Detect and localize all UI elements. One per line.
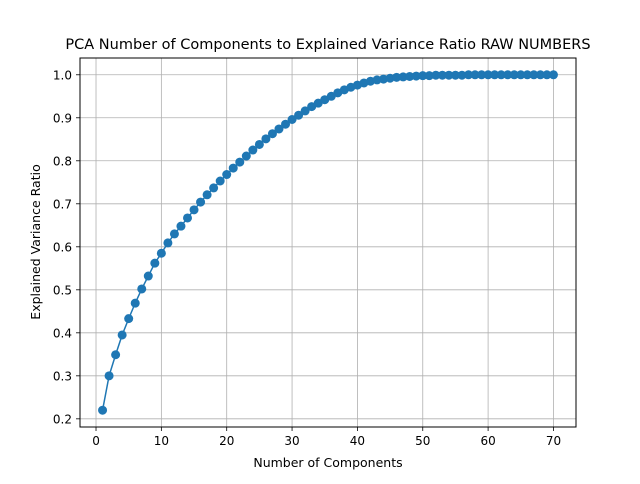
data-point [522,70,532,80]
data-point [535,70,545,80]
data-point [548,70,558,80]
data-point [267,129,277,139]
data-point [104,371,114,381]
data-point [202,190,212,200]
x-axis-label: Number of Components [253,455,402,470]
data-point [137,284,147,294]
y-tick-label: 0.4 [53,326,72,340]
axis-ticks: 0 10 20 30 40 50 60 70 0.2 0.3 0.4 0.5 0.6 0.7 0.8 0.9 1… [53,68,561,448]
data-point [437,70,447,80]
data-point [418,71,428,81]
data-point [372,75,382,85]
y-tick-label: 0.8 [53,154,72,168]
data-point [444,70,454,80]
data-point [424,71,434,81]
y-tick-label: 0.5 [53,283,72,297]
data-point [117,330,127,340]
y-tick-label: 0.3 [53,369,72,383]
data-point [274,124,284,134]
grid-lines [80,58,576,427]
x-tick-label: 70 [546,434,561,448]
data-point [405,71,415,81]
y-tick-label: 0.6 [53,240,72,254]
data-point [111,350,121,360]
data-point [215,176,225,186]
plot-series [98,70,558,415]
data-point [228,163,238,173]
data-point [176,221,186,231]
data-point [189,205,199,215]
data-point [248,145,258,155]
y-tick-label: 0.2 [53,412,72,426]
y-tick-label: 1.0 [53,68,72,82]
data-point [490,70,500,80]
data-point [130,298,140,308]
data-point [254,139,264,149]
data-point [287,115,297,124]
x-tick-label: 50 [415,434,430,448]
data-point [241,151,251,161]
data-point [516,70,526,80]
data-point [457,70,467,80]
data-point [150,258,160,268]
x-tick-label: 30 [284,434,299,448]
data-point [477,70,487,80]
data-point [431,70,441,80]
data-point [542,70,552,80]
data-point [503,70,513,80]
data-point [169,229,179,239]
x-tick-label: 0 [92,434,100,448]
data-point [98,405,108,415]
y-tick-label: 0.7 [53,197,72,211]
data-point [464,70,474,80]
y-tick-label: 0.9 [53,111,72,125]
x-tick-label: 40 [350,434,365,448]
data-point [182,213,192,223]
data-point [156,248,166,258]
data-point [261,134,271,144]
data-point [385,73,395,83]
data-point [392,72,402,82]
data-point [209,183,219,193]
data-point [470,70,480,80]
x-tick-label: 20 [219,434,234,448]
data-point [450,70,460,80]
data-point [163,238,173,248]
data-point [124,314,134,324]
data-point [496,70,506,80]
data-point [300,106,310,116]
data-point [294,110,304,120]
data-point [529,70,539,80]
data-point [222,170,232,180]
data-point [379,74,389,84]
data-point [143,271,153,281]
data-point [398,72,408,82]
data-point [235,157,245,167]
data-point [483,70,493,80]
chart-title: PCA Number of Components to Explained Va… [65,37,590,53]
data-point [509,70,519,80]
data-point [411,71,421,81]
x-tick-label: 10 [154,434,169,448]
y-axis-label: Explained Variance Ratio [28,164,43,319]
plot-frame [79,57,577,428]
x-tick-label: 60 [480,434,495,448]
data-point [196,197,206,207]
data-point [281,119,291,129]
